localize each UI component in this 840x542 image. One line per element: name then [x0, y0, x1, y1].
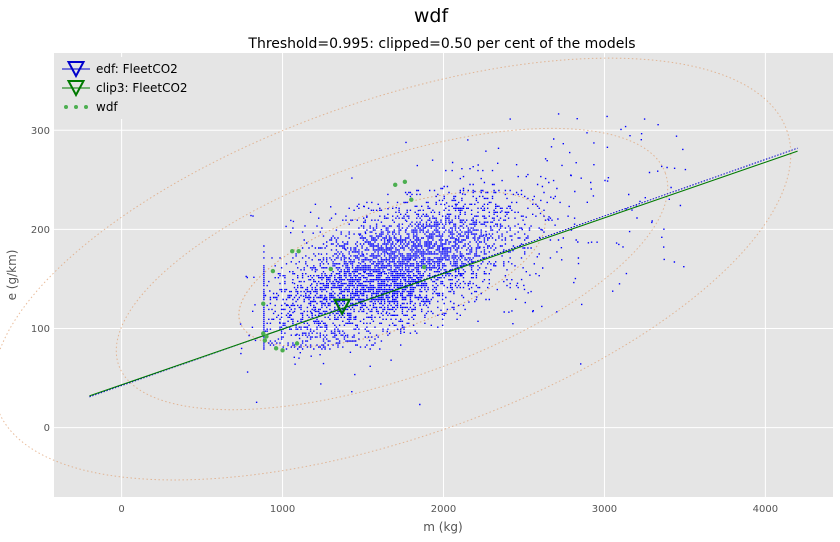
- x-axis-label: m (kg): [423, 520, 462, 534]
- clip3-regression-line: [89, 150, 798, 397]
- wdf-point: [264, 334, 269, 339]
- y-tick-label: 200: [31, 225, 50, 236]
- x-tick-label: 4000: [753, 504, 778, 515]
- clip3-center-marker: [332, 298, 352, 316]
- legend: edf: FleetCO2 clip3: FleetCO2 wdf: [58, 57, 220, 119]
- x-tick-label: 1000: [270, 504, 295, 515]
- wdf-point: [421, 264, 427, 270]
- wdf-points: [261, 179, 427, 353]
- wdf-point: [270, 268, 276, 274]
- wdf-point: [261, 331, 266, 336]
- edf-regression-line: [89, 147, 798, 398]
- regression-lines: [89, 147, 798, 398]
- x-tick-label: 3000: [592, 504, 617, 515]
- triangle-down-icon: [66, 80, 86, 98]
- chart-suptitle: wdf: [414, 5, 450, 27]
- legend-entry-clip3: clip3: FleetCO2: [62, 80, 188, 98]
- wdf-point: [261, 301, 266, 306]
- wdf-point: [273, 346, 279, 351]
- wdf-point: [402, 179, 408, 185]
- wdf-point: [296, 249, 301, 254]
- wdf-point: [409, 197, 414, 202]
- legend-edf-label: edf: FleetCO2: [96, 62, 178, 76]
- y-axis-label: e (g/km): [5, 250, 19, 301]
- wdf-point: [280, 348, 285, 353]
- x-tick-label: 0: [118, 504, 124, 515]
- wdf-point: [262, 338, 268, 343]
- contour-ellipse: [115, 127, 669, 411]
- dot-icon: [84, 105, 88, 109]
- center-markers: [332, 298, 352, 316]
- chart-title: Threshold=0.995: clipped=0.50 per cent o…: [247, 36, 635, 52]
- y-tick-label: 300: [31, 126, 50, 137]
- legend-entry-wdf: wdf: [64, 100, 118, 114]
- dot-icon: [74, 105, 78, 109]
- tick-labels: 0 1000 2000 3000 4000 0 100 200 300: [31, 126, 778, 515]
- wdf-point: [393, 182, 398, 188]
- y-tick-label: 0: [44, 423, 50, 434]
- legend-wdf-label: wdf: [96, 100, 118, 114]
- x-tick-label: 2000: [431, 504, 456, 515]
- wdf-point: [290, 249, 295, 254]
- legend-clip3-label: clip3: FleetCO2: [96, 81, 188, 95]
- wdf-point: [294, 341, 300, 346]
- y-tick-label: 100: [31, 324, 50, 335]
- legend-entry-edf: edf: FleetCO2: [62, 61, 178, 79]
- triangle-down-icon: [66, 61, 86, 79]
- dot-icon: [64, 105, 68, 109]
- wdf-point: [328, 266, 334, 272]
